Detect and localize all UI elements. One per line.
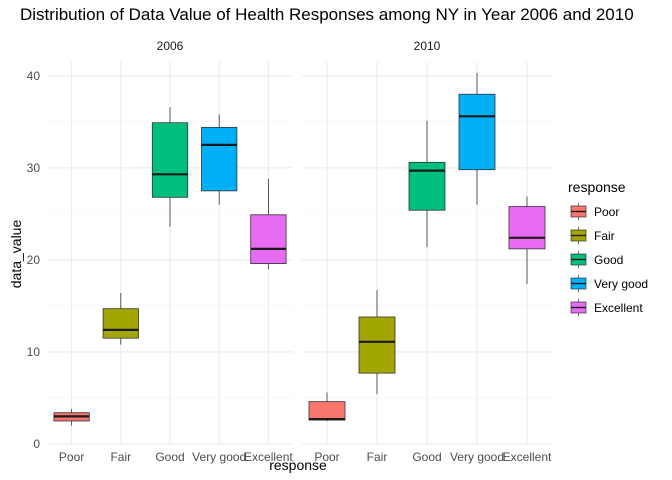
legend-label: Poor — [594, 205, 619, 219]
box-iqr — [408, 161, 446, 211]
x-tick-label: Fair — [367, 450, 388, 464]
legend-label: Very good — [594, 277, 648, 291]
box-iqr — [458, 93, 496, 171]
legend-item-poor: Poor — [570, 203, 619, 220]
y-tick-label: 10 — [27, 345, 41, 359]
box-2010-poor — [308, 392, 346, 421]
x-tick-label: Poor — [59, 450, 84, 464]
legend: response Poor Fair Good Very good Excellent — [568, 179, 648, 316]
box-iqr — [250, 214, 287, 264]
facet-panel-2006: 2006 0 10 20 30 40 Poor Fair Good Very goodExcell… — [27, 39, 294, 464]
gridlines — [302, 62, 552, 445]
box-2006-fair — [102, 293, 139, 345]
legend-label: Good — [594, 253, 623, 267]
box-iqr — [358, 316, 396, 374]
x-tick-label: Fair — [110, 450, 131, 464]
box-iqr — [308, 401, 346, 421]
y-tick-label: 20 — [27, 253, 41, 267]
box-iqr — [151, 122, 189, 198]
legend-item-excellent: Excellent — [570, 299, 643, 316]
x-tick-label: Poor — [314, 450, 339, 464]
x-tick-label: Excellent — [244, 450, 293, 464]
legend-item-good: Good — [570, 251, 623, 268]
x-tick-label: Good — [155, 450, 184, 464]
facet-label: 2006 — [157, 39, 184, 53]
box-2010-fair — [358, 290, 396, 395]
legend-item-fair: Fair — [570, 227, 615, 244]
box-2010-excellent — [508, 196, 546, 284]
x-tick-label: Very good — [192, 450, 246, 464]
box-2006-very-good — [201, 114, 238, 205]
legend-label: Fair — [594, 229, 615, 243]
box-iqr — [102, 308, 139, 339]
x-axis-title: response — [269, 457, 327, 473]
chart-title: Distribution of Data Value of Health Res… — [20, 5, 634, 24]
box-2006-poor — [53, 409, 90, 426]
y-tick-label: 40 — [27, 69, 41, 83]
box-iqr — [508, 206, 546, 250]
box-2010-very-good — [458, 73, 496, 205]
legend-title: response — [568, 179, 626, 195]
box-2006-excellent — [250, 178, 287, 270]
legend-label: Excellent — [594, 301, 643, 315]
legend-item-very-good: Very good — [570, 275, 648, 292]
box-iqr — [201, 126, 238, 192]
x-tick-label: Very good — [450, 450, 504, 464]
y-tick-label: 30 — [27, 161, 41, 175]
y-axis-title: data_value — [8, 220, 24, 289]
y-tick-label: 0 — [33, 437, 40, 451]
x-tick-label: Excellent — [503, 450, 552, 464]
x-tick-label: Good — [412, 450, 441, 464]
box-2006-good — [151, 107, 189, 227]
box-2010-good — [408, 120, 446, 248]
facet-label: 2010 — [414, 39, 441, 53]
